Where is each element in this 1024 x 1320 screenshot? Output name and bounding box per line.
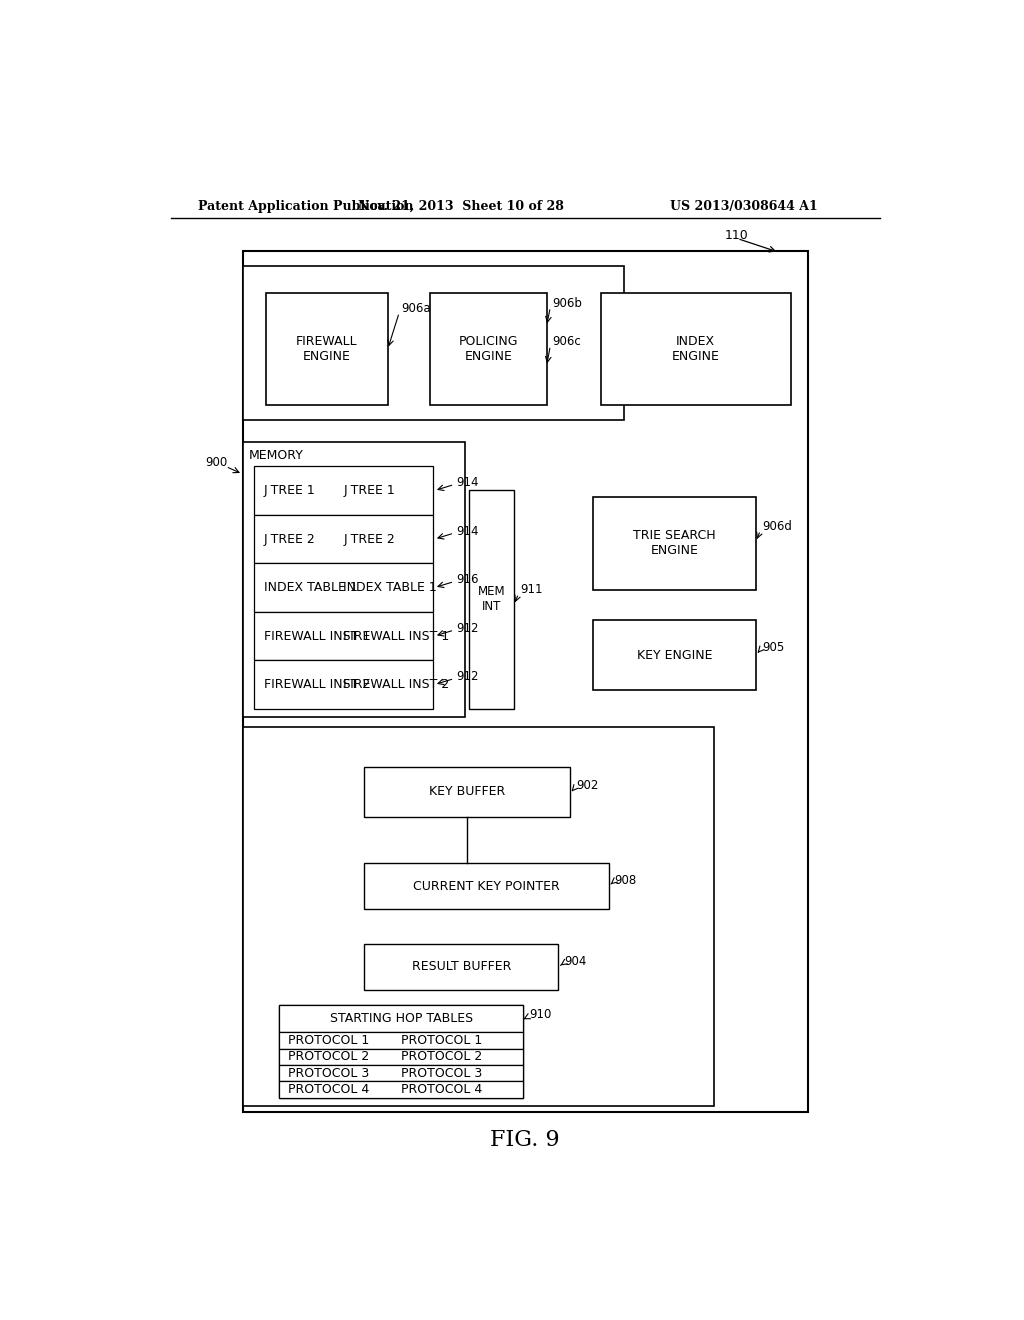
Text: FIREWALL INST 2: FIREWALL INST 2 bbox=[343, 678, 450, 692]
Text: FIREWALL INST 2: FIREWALL INST 2 bbox=[263, 678, 370, 692]
Text: 906a: 906a bbox=[400, 302, 430, 315]
Text: US 2013/0308644 A1: US 2013/0308644 A1 bbox=[671, 199, 818, 213]
Bar bbox=[254, 515, 432, 564]
Text: FIREWALL INST 1: FIREWALL INST 1 bbox=[343, 630, 450, 643]
Text: 912: 912 bbox=[456, 622, 478, 635]
Text: INDEX TABLE 1: INDEX TABLE 1 bbox=[343, 581, 437, 594]
Bar bbox=[280, 1081, 523, 1098]
Text: 912: 912 bbox=[456, 671, 478, 684]
Text: INDEX TABLE 1: INDEX TABLE 1 bbox=[263, 581, 357, 594]
Text: 904: 904 bbox=[564, 954, 587, 968]
Text: 908: 908 bbox=[614, 874, 637, 887]
Text: FIG. 9: FIG. 9 bbox=[490, 1129, 559, 1151]
Text: PROTOCOL 3: PROTOCOL 3 bbox=[401, 1067, 482, 1080]
Text: 914: 914 bbox=[456, 477, 478, 490]
Bar bbox=[254, 660, 432, 709]
Text: PROTOCOL 4: PROTOCOL 4 bbox=[401, 1084, 482, 1096]
Text: 911: 911 bbox=[520, 583, 543, 597]
Bar bbox=[469, 490, 514, 709]
Text: STARTING HOP TABLES: STARTING HOP TABLES bbox=[330, 1012, 473, 1026]
Text: 906d: 906d bbox=[762, 520, 792, 533]
Text: TRIE SEARCH
ENGINE: TRIE SEARCH ENGINE bbox=[633, 529, 716, 557]
Text: PROTOCOL 1: PROTOCOL 1 bbox=[401, 1034, 482, 1047]
Text: Patent Application Publication: Patent Application Publication bbox=[198, 199, 414, 213]
Bar bbox=[243, 267, 624, 420]
Text: 110: 110 bbox=[725, 228, 749, 242]
Text: 900: 900 bbox=[206, 455, 227, 469]
Bar bbox=[365, 767, 569, 817]
Bar bbox=[365, 944, 558, 990]
Bar bbox=[266, 293, 388, 405]
Bar bbox=[593, 498, 756, 590]
Text: 902: 902 bbox=[575, 779, 598, 792]
Text: INDEX
ENGINE: INDEX ENGINE bbox=[672, 335, 720, 363]
Bar bbox=[280, 1032, 523, 1048]
Text: 910: 910 bbox=[529, 1008, 552, 1022]
Bar bbox=[365, 863, 608, 909]
Text: MEM
INT: MEM INT bbox=[477, 585, 505, 614]
Bar bbox=[243, 442, 465, 718]
Text: 916: 916 bbox=[456, 573, 478, 586]
Text: 914: 914 bbox=[456, 525, 478, 539]
Bar bbox=[254, 612, 432, 660]
Bar bbox=[280, 1006, 523, 1032]
Bar bbox=[254, 564, 432, 612]
Text: KEY ENGINE: KEY ENGINE bbox=[637, 648, 712, 661]
Bar bbox=[601, 293, 791, 405]
Bar bbox=[243, 251, 809, 1111]
Text: 906b: 906b bbox=[552, 297, 582, 310]
Text: 905: 905 bbox=[762, 640, 784, 653]
Text: 906c: 906c bbox=[552, 335, 581, 348]
Text: PROTOCOL 4: PROTOCOL 4 bbox=[289, 1084, 370, 1096]
Text: PROTOCOL 1: PROTOCOL 1 bbox=[289, 1034, 370, 1047]
Text: FIREWALL
ENGINE: FIREWALL ENGINE bbox=[296, 335, 357, 363]
Bar bbox=[280, 1006, 523, 1098]
Text: PROTOCOL 2: PROTOCOL 2 bbox=[289, 1051, 370, 1064]
Bar bbox=[254, 466, 432, 515]
Bar bbox=[593, 620, 756, 689]
Text: PROTOCOL 2: PROTOCOL 2 bbox=[401, 1051, 482, 1064]
Text: MEMORY: MEMORY bbox=[249, 449, 304, 462]
Text: J TREE 1: J TREE 1 bbox=[263, 484, 315, 498]
Text: FIREWALL INST 1: FIREWALL INST 1 bbox=[263, 630, 370, 643]
Bar bbox=[430, 293, 547, 405]
Text: KEY BUFFER: KEY BUFFER bbox=[429, 785, 505, 799]
Bar bbox=[280, 1048, 523, 1065]
Text: PROTOCOL 3: PROTOCOL 3 bbox=[289, 1067, 370, 1080]
Text: J TREE 1: J TREE 1 bbox=[343, 484, 395, 498]
Bar bbox=[280, 1065, 523, 1081]
Text: POLICING
ENGINE: POLICING ENGINE bbox=[459, 335, 518, 363]
Text: RESULT BUFFER: RESULT BUFFER bbox=[412, 961, 511, 973]
Text: CURRENT KEY POINTER: CURRENT KEY POINTER bbox=[413, 879, 560, 892]
Bar bbox=[243, 726, 714, 1106]
Text: Nov. 21, 2013  Sheet 10 of 28: Nov. 21, 2013 Sheet 10 of 28 bbox=[358, 199, 564, 213]
Text: J TREE 2: J TREE 2 bbox=[263, 533, 315, 545]
Text: J TREE 2: J TREE 2 bbox=[343, 533, 395, 545]
